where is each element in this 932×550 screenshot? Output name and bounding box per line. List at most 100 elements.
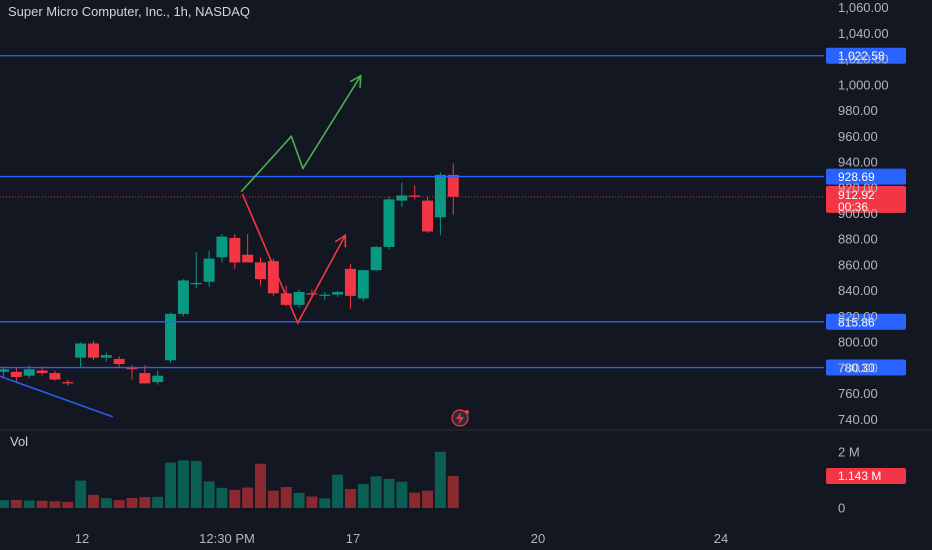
price-axis[interactable]: 1,060.00 1,040.00 1,020.00 1,000.00 980.00 96… (826, 0, 906, 516)
level-badge-label: 815.86 (838, 315, 875, 329)
candle[interactable] (87, 340, 99, 361)
volume-last-value: 1.143 M (838, 469, 881, 483)
candle[interactable] (165, 312, 177, 363)
candle-body (152, 375, 164, 383)
candle-body (229, 237, 241, 263)
x-tick-label: 20 (531, 531, 545, 546)
candle[interactable] (229, 234, 241, 269)
flash-icon[interactable] (451, 409, 469, 427)
candle[interactable] (434, 172, 446, 236)
candle-body (87, 343, 99, 358)
candle-body (306, 293, 318, 295)
volume-bar (75, 480, 87, 508)
candle[interactable] (216, 234, 228, 263)
candle[interactable] (422, 196, 434, 233)
candle[interactable] (113, 356, 125, 368)
candle[interactable] (190, 252, 202, 289)
candle[interactable] (62, 379, 74, 386)
candle-body (165, 313, 177, 361)
volume-tick-label: 0 (838, 501, 845, 516)
y-tick-label: 980.00 (838, 103, 878, 118)
level-badge (826, 313, 906, 330)
y-tick-label: 780.00 (838, 360, 878, 375)
candle-body (75, 343, 87, 358)
candle[interactable] (152, 370, 164, 385)
candle[interactable] (383, 196, 395, 250)
level-badge-label: 780.30 (838, 361, 875, 375)
y-tick-label: 1,000.00 (838, 77, 889, 92)
volume-bar (434, 451, 446, 508)
candle[interactable] (332, 290, 344, 298)
y-tick-label: 880.00 (838, 232, 878, 247)
volume-bar (87, 494, 99, 508)
volume-bar (370, 476, 382, 508)
candle-body (280, 293, 292, 305)
candle-body (203, 258, 215, 282)
candle[interactable] (293, 289, 305, 308)
bearish-arrow[interactable] (241, 193, 347, 325)
volume-bar (165, 462, 177, 508)
candle[interactable] (370, 245, 382, 272)
candle[interactable] (10, 367, 22, 383)
y-tick-label: 760.00 (838, 386, 878, 401)
candle[interactable] (100, 352, 112, 362)
volume-bar (152, 496, 164, 508)
time-axis[interactable]: 12 12:30 PM 17 20 24 (75, 531, 728, 546)
candle[interactable] (396, 182, 408, 208)
volume-bar (0, 500, 9, 508)
candle[interactable] (344, 263, 356, 309)
candle-body (409, 195, 421, 197)
candle[interactable] (255, 257, 266, 286)
volume-bar (229, 489, 241, 508)
bullish-arrow[interactable] (240, 75, 362, 193)
candle-body (357, 270, 369, 299)
current-price-badge (826, 185, 906, 213)
candle[interactable] (319, 292, 331, 300)
candle[interactable] (242, 234, 254, 263)
current-price-label: 912.92 (838, 188, 875, 202)
volume-bar (306, 496, 318, 508)
candle-body (383, 199, 395, 247)
level-badge (826, 47, 906, 64)
y-tick-label: 920.00 (838, 180, 878, 195)
volume-bar (62, 501, 74, 508)
y-tick-label: 960.00 (838, 129, 878, 144)
bullish-arrow-head (349, 74, 362, 88)
candle-body (10, 371, 22, 377)
candle-body (0, 369, 9, 372)
candle[interactable] (447, 163, 459, 215)
volume-bar (280, 487, 292, 508)
volume-bar (100, 498, 112, 508)
y-tick-label: 800.00 (838, 335, 878, 350)
candle-body (267, 261, 279, 294)
candle[interactable] (49, 370, 61, 381)
candle[interactable] (0, 366, 9, 379)
candle-body (370, 246, 382, 271)
drawing-annotations[interactable] (0, 74, 362, 418)
candle-body (242, 254, 254, 263)
volume-bars (0, 451, 459, 508)
volume-bar (447, 475, 459, 508)
bearish-arrow-head (334, 233, 347, 248)
candle[interactable] (75, 342, 87, 368)
x-tick-label: 12:30 PM (199, 531, 255, 546)
x-tick-label: 17 (346, 531, 360, 546)
volume-bar (357, 483, 369, 508)
trend-line[interactable] (0, 375, 113, 418)
candle-body (100, 355, 112, 358)
volume-bar (190, 460, 202, 508)
volume-bar (23, 500, 35, 508)
candles[interactable] (0, 163, 459, 386)
candle-body (434, 174, 446, 218)
candle[interactable] (203, 250, 215, 287)
volume-bar (242, 487, 254, 508)
candle-body (319, 294, 331, 296)
volume-bar (332, 474, 344, 508)
candle[interactable] (177, 279, 189, 317)
candle[interactable] (357, 270, 369, 302)
candle-body (23, 369, 35, 376)
volume-bar (177, 460, 189, 508)
